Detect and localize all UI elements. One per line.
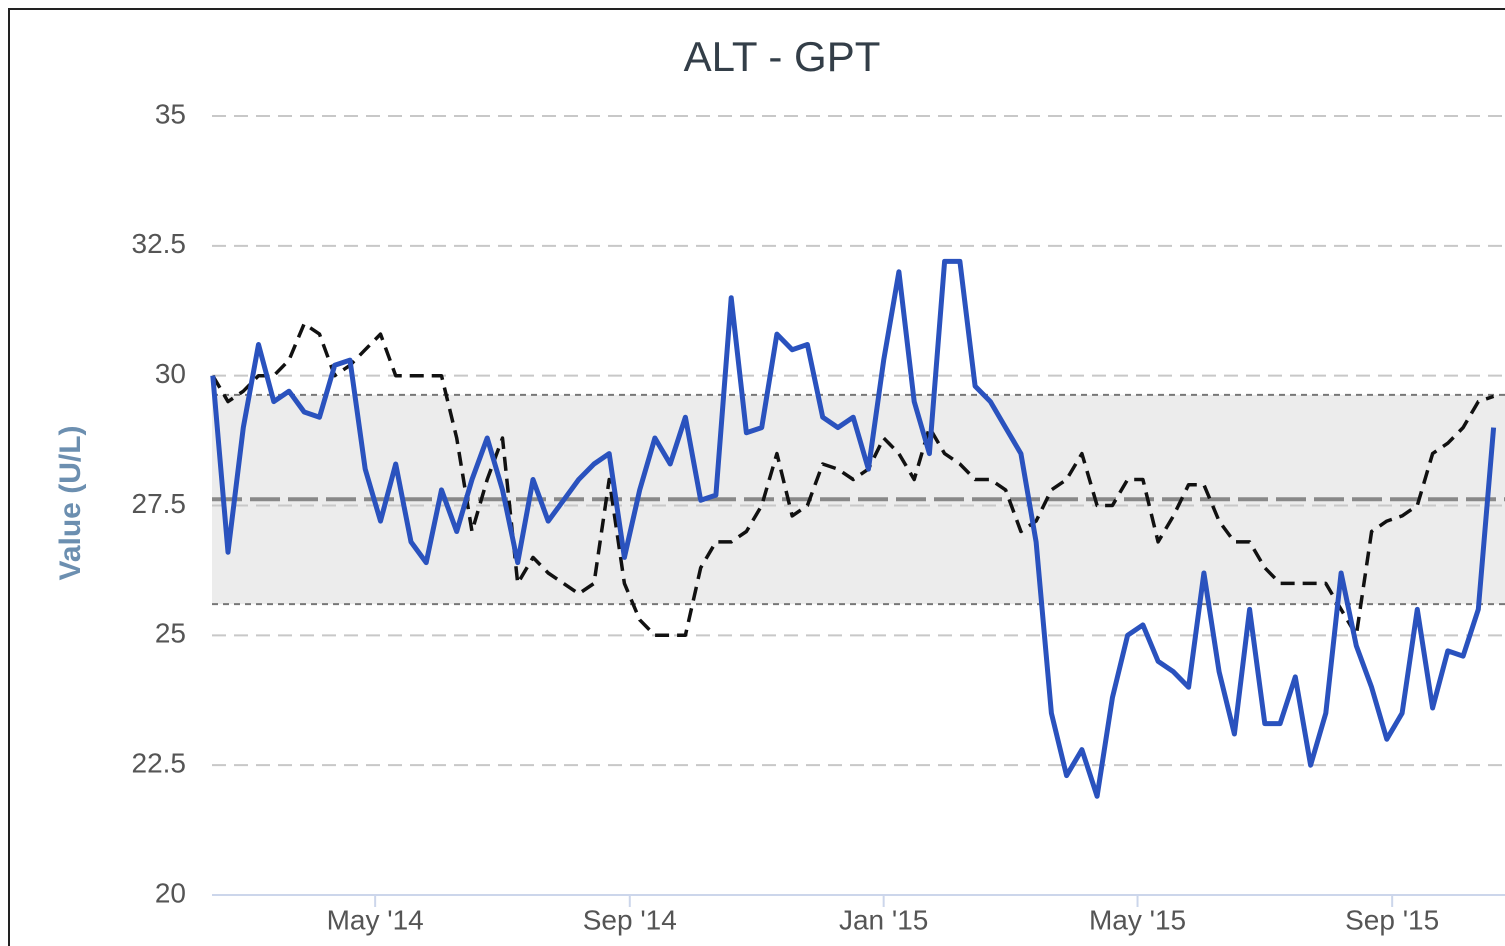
y-tick-label: 20 [155,877,186,908]
y-tick-label: 22.5 [132,748,187,779]
series-line [210,258,1497,799]
x-tick-label: Jan '15 [839,904,928,935]
series-line [211,321,1495,638]
y-tick-label: 32.5 [132,228,187,259]
x-tick-label: Sep '15 [1345,904,1439,935]
frame [8,8,1505,946]
y-tick-label: 30 [155,358,186,389]
x-tick-label: Sep '14 [583,904,677,935]
x-tick-label: May '15 [1089,904,1186,935]
x-tick-label: May '14 [327,904,424,935]
y-tick-label: 25 [155,618,186,649]
y-axis-label: Value (U/L) [54,425,87,580]
y-tick-label: 35 [155,98,186,129]
chart-title: ALT - GPT [684,33,881,80]
y-tick-label: 27.5 [132,488,187,519]
